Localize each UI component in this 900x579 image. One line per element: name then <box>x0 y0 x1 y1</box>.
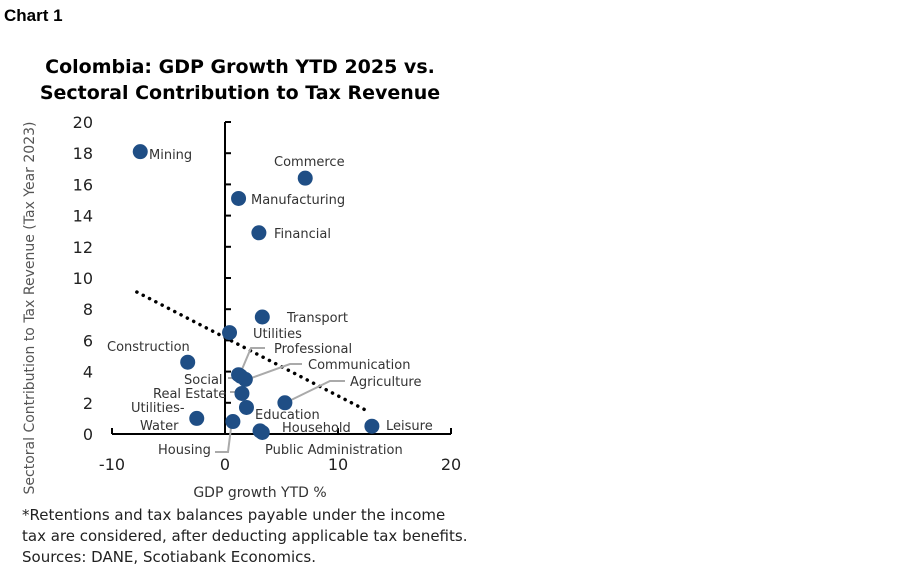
point-label-line: Professional <box>274 342 352 357</box>
chart-title-line: Colombia: GDP Growth YTD 2025 vs. <box>45 56 435 78</box>
footnote-line: *Retentions and tax balances payable und… <box>22 506 446 524</box>
point-label: Commerce <box>274 155 345 170</box>
data-point <box>234 385 250 401</box>
y-tick-label: 10 <box>73 269 93 288</box>
point-label-line: Housing <box>158 443 211 458</box>
point-label: Public Administration <box>265 443 403 458</box>
point-label-line: Communication <box>308 358 410 373</box>
y-tick-label: 16 <box>73 175 93 194</box>
x-tick-label: 10 <box>328 455 348 474</box>
y-tick-label: 4 <box>83 363 93 382</box>
point-label: Communication <box>308 358 410 373</box>
point-label-line: Household <box>282 421 351 436</box>
point-label: Real Estate <box>153 387 226 402</box>
trendline <box>135 290 372 414</box>
chart-number: Chart 1 <box>4 6 63 25</box>
leader-line <box>245 363 302 381</box>
data-point <box>254 424 270 440</box>
point-label-line: Real Estate <box>153 387 226 402</box>
point-label: Utilities <box>253 327 302 342</box>
point-label-line: Commerce <box>274 155 345 170</box>
point-label: Construction <box>107 340 190 355</box>
point-label-line: Financial <box>274 227 331 242</box>
point-label-line: Education <box>255 408 320 423</box>
point-label: Household <box>282 421 351 436</box>
point-label-line: Leisure <box>386 419 433 434</box>
point-label-line: Manufacturing <box>251 193 345 208</box>
point-label-line: Social <box>184 373 223 388</box>
point-label-line: Public Administration <box>265 443 403 458</box>
data-point <box>189 410 205 426</box>
point-label: Housing <box>158 443 211 458</box>
point-label-line: Mining <box>149 148 192 163</box>
data-point <box>238 399 254 415</box>
data-point <box>364 418 380 434</box>
sources-line: Sources: DANE, Scotiabank Economics. <box>22 548 316 566</box>
leader-line <box>239 347 265 375</box>
data-point <box>231 190 247 206</box>
data-point <box>237 371 253 387</box>
point-label-line: Utilities- <box>131 401 185 416</box>
y-axis-label: Sectoral Contribution to Tax Revenue (Ta… <box>22 122 38 495</box>
point-label-line: Agriculture <box>350 375 422 390</box>
footnote: *Retentions and tax balances payable und… <box>22 505 467 568</box>
point-label: Leisure <box>386 419 433 434</box>
leader-line <box>215 427 232 453</box>
chart-title: Colombia: GDP Growth YTD 2025 vs. Sector… <box>30 54 450 106</box>
y-tick-label: 20 <box>73 113 93 132</box>
point-label: Mining <box>149 148 192 163</box>
x-tick-label: 20 <box>441 455 461 474</box>
point-label: Utilities- Water <box>131 401 185 434</box>
point-label: Financial <box>274 227 331 242</box>
data-point <box>225 414 241 430</box>
y-tick-label: 18 <box>73 144 93 163</box>
leader-line <box>284 380 345 404</box>
data-point <box>222 325 238 341</box>
data-point <box>251 225 267 241</box>
y-tick-label: 2 <box>83 394 93 413</box>
x-tick-label: 0 <box>220 455 230 474</box>
data-point <box>180 354 196 370</box>
y-tick-label: 8 <box>83 300 93 319</box>
data-point <box>277 395 293 411</box>
x-axis-label: GDP growth YTD % <box>193 485 326 501</box>
y-tick-label: 12 <box>73 238 93 257</box>
x-tick-label: -10 <box>99 455 125 474</box>
data-point <box>132 144 148 160</box>
point-label-line: Construction <box>107 340 190 355</box>
footnote-line: tax are considered, after deducting appl… <box>22 527 468 545</box>
chart-title-line: Sectoral Contribution to Tax Revenue <box>39 82 441 104</box>
point-label: Education <box>255 408 320 423</box>
y-tick-label: 6 <box>83 331 93 350</box>
point-label-line: Water <box>140 419 179 434</box>
point-label: Agriculture <box>350 375 422 390</box>
y-tick-label: 14 <box>73 207 93 226</box>
data-point <box>254 309 270 325</box>
point-label: Manufacturing <box>251 193 345 208</box>
point-label-line: Transport <box>286 311 348 326</box>
y-tick-label: 0 <box>83 425 93 444</box>
point-label: Social <box>184 373 223 388</box>
point-label: Professional <box>274 342 352 357</box>
point-label: Transport <box>286 311 348 326</box>
data-point <box>297 170 313 186</box>
point-label-line: Utilities <box>253 327 302 342</box>
